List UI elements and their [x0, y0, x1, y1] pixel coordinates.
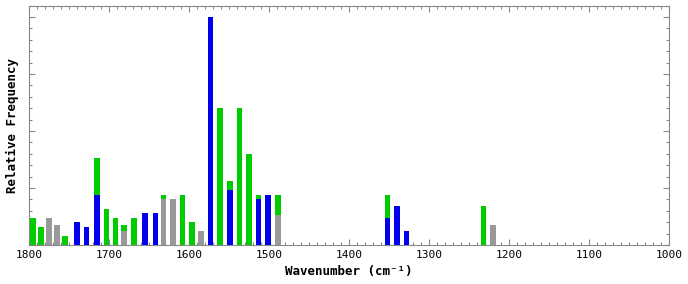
Bar	[198, 231, 204, 245]
Bar	[153, 213, 158, 245]
Bar	[113, 218, 118, 245]
Bar	[490, 229, 496, 245]
Bar	[84, 227, 89, 245]
Bar	[385, 195, 390, 245]
X-axis label: Wavenumber (cm⁻¹): Wavenumber (cm⁻¹)	[286, 266, 413, 278]
Bar	[54, 224, 60, 245]
Bar	[227, 190, 233, 245]
Bar	[275, 195, 281, 245]
Bar	[385, 218, 390, 245]
Bar	[490, 224, 496, 245]
Bar	[160, 195, 166, 245]
Bar	[94, 195, 100, 245]
Bar	[246, 154, 252, 245]
Bar	[180, 195, 186, 245]
Bar	[54, 227, 60, 245]
Bar	[142, 213, 148, 245]
Bar	[217, 108, 223, 245]
Bar	[46, 218, 52, 245]
Bar	[266, 195, 271, 245]
Bar	[30, 218, 36, 245]
Bar	[394, 206, 400, 245]
Bar	[62, 236, 68, 245]
Bar	[122, 231, 127, 245]
Bar	[227, 181, 233, 245]
Bar	[404, 231, 409, 245]
Bar	[94, 158, 100, 245]
Bar	[170, 199, 176, 245]
Bar	[385, 218, 390, 245]
Bar	[266, 195, 271, 245]
Bar	[208, 17, 213, 245]
Bar	[189, 222, 195, 245]
Bar	[481, 206, 486, 245]
Bar	[131, 218, 137, 245]
Bar	[39, 227, 44, 245]
Bar	[160, 199, 166, 245]
Bar	[170, 213, 176, 245]
Bar	[122, 224, 127, 245]
Bar	[74, 222, 80, 245]
Bar	[256, 199, 261, 245]
Bar	[104, 208, 109, 245]
Bar	[256, 195, 261, 245]
Y-axis label: Relative Frequency: Relative Frequency	[6, 58, 19, 193]
Bar	[237, 108, 242, 245]
Bar	[275, 215, 281, 245]
